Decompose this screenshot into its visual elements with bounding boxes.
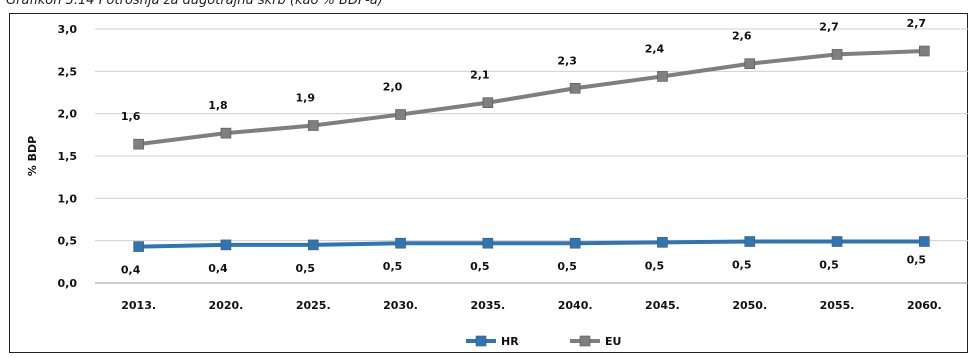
data-label-eu: 2,6	[732, 30, 752, 43]
data-label-hr: 0,5	[819, 259, 839, 272]
data-point-eu	[133, 138, 144, 150]
y-tick-label: 1,0	[58, 192, 78, 205]
data-label-hr: 0,5	[645, 259, 665, 272]
chart-caption: Grafikon 3.14 Potrošnja za dugotrajnu sk…	[6, 0, 383, 8]
y-tick-label: 2,5	[58, 65, 78, 78]
data-label-eu: 2,7	[819, 20, 839, 33]
data-point-hr	[220, 239, 232, 251]
data-label-hr: 0,5	[383, 260, 403, 273]
data-point-eu	[744, 58, 756, 70]
x-tick-label: 2050.	[732, 299, 767, 312]
data-point-hr	[307, 239, 319, 251]
x-tick-label: 2020.	[209, 299, 244, 312]
data-point-hr	[744, 236, 756, 247]
x-tick-label: 2045.	[645, 299, 680, 312]
x-tick-label: 2013.	[121, 299, 156, 312]
y-tick-label: 2,0	[58, 108, 78, 121]
chart-frame	[9, 13, 968, 353]
y-tick-label: 1,5	[58, 150, 78, 163]
data-point-hr	[919, 236, 930, 247]
x-tick-label: 2035.	[470, 299, 505, 312]
data-label-hr: 0,5	[296, 262, 316, 275]
data-label-hr: 0,5	[470, 260, 490, 273]
data-label-eu: 2,3	[557, 54, 577, 67]
data-label-hr: 0,5	[907, 254, 927, 267]
data-label-hr: 0,5	[732, 259, 752, 272]
data-label-hr: 0,5	[557, 260, 577, 273]
legend-marker-hr	[475, 335, 487, 347]
y-tick-label: 0,0	[58, 277, 78, 290]
series-lines	[133, 45, 930, 252]
legend-label-hr: HR	[501, 335, 519, 348]
data-label-eu: 2,0	[383, 81, 403, 94]
data-point-eu	[569, 82, 581, 94]
data-point-hr	[831, 236, 843, 247]
data-label-eu: 2,4	[645, 42, 665, 55]
x-tick-label: 2060.	[907, 299, 942, 312]
x-tick-label: 2025.	[296, 299, 331, 312]
series-line-eu	[138, 49, 925, 147]
data-labels: 0,4 0,4 0,5 0,5 0,5 0,5 0,5 0,5 0,5 0,5 1,6 1,8 1,9 2…	[121, 17, 926, 277]
series-line-hr	[138, 239, 925, 249]
x-axis-ticks: 2013. 2020. 2025. 2030. 2035. 2040. 2045. 2050.…	[121, 299, 941, 312]
legend-marker-eu	[579, 335, 591, 347]
data-point-eu	[220, 127, 232, 139]
data-label-eu: 1,9	[296, 92, 316, 105]
data-label-eu: 1,8	[208, 99, 228, 112]
data-point-eu	[307, 120, 319, 131]
data-label-hr: 0,4	[121, 264, 141, 277]
y-axis-label: % BDP	[26, 136, 39, 176]
data-label-eu: 2,7	[907, 17, 927, 30]
gridlines	[95, 28, 968, 284]
data-point-eu	[482, 97, 494, 108]
y-tick-label: 0,5	[58, 235, 78, 248]
data-point-hr	[657, 237, 668, 248]
data-point-hr	[133, 241, 144, 252]
data-point-hr	[395, 237, 406, 249]
y-tick-label: 3,0	[58, 23, 78, 36]
y-axis-ticks: 0,0 0,5 1,0 1,5 2,0 2,5 3,0	[58, 23, 78, 290]
data-point-hr	[569, 237, 581, 249]
data-point-eu	[657, 71, 668, 82]
data-label-eu: 2,1	[470, 69, 490, 82]
data-point-eu	[831, 49, 843, 60]
data-point-eu	[395, 109, 406, 120]
data-label-eu: 1,6	[121, 110, 141, 123]
data-point-eu	[919, 45, 930, 57]
x-tick-label: 2030.	[383, 299, 418, 312]
legend-label-eu: EU	[605, 335, 621, 348]
data-point-hr	[482, 237, 494, 249]
data-label-hr: 0,4	[208, 262, 228, 275]
legend: HR EU	[466, 335, 621, 348]
x-tick-label: 2040.	[558, 299, 593, 312]
x-tick-label: 2055.	[820, 299, 855, 312]
